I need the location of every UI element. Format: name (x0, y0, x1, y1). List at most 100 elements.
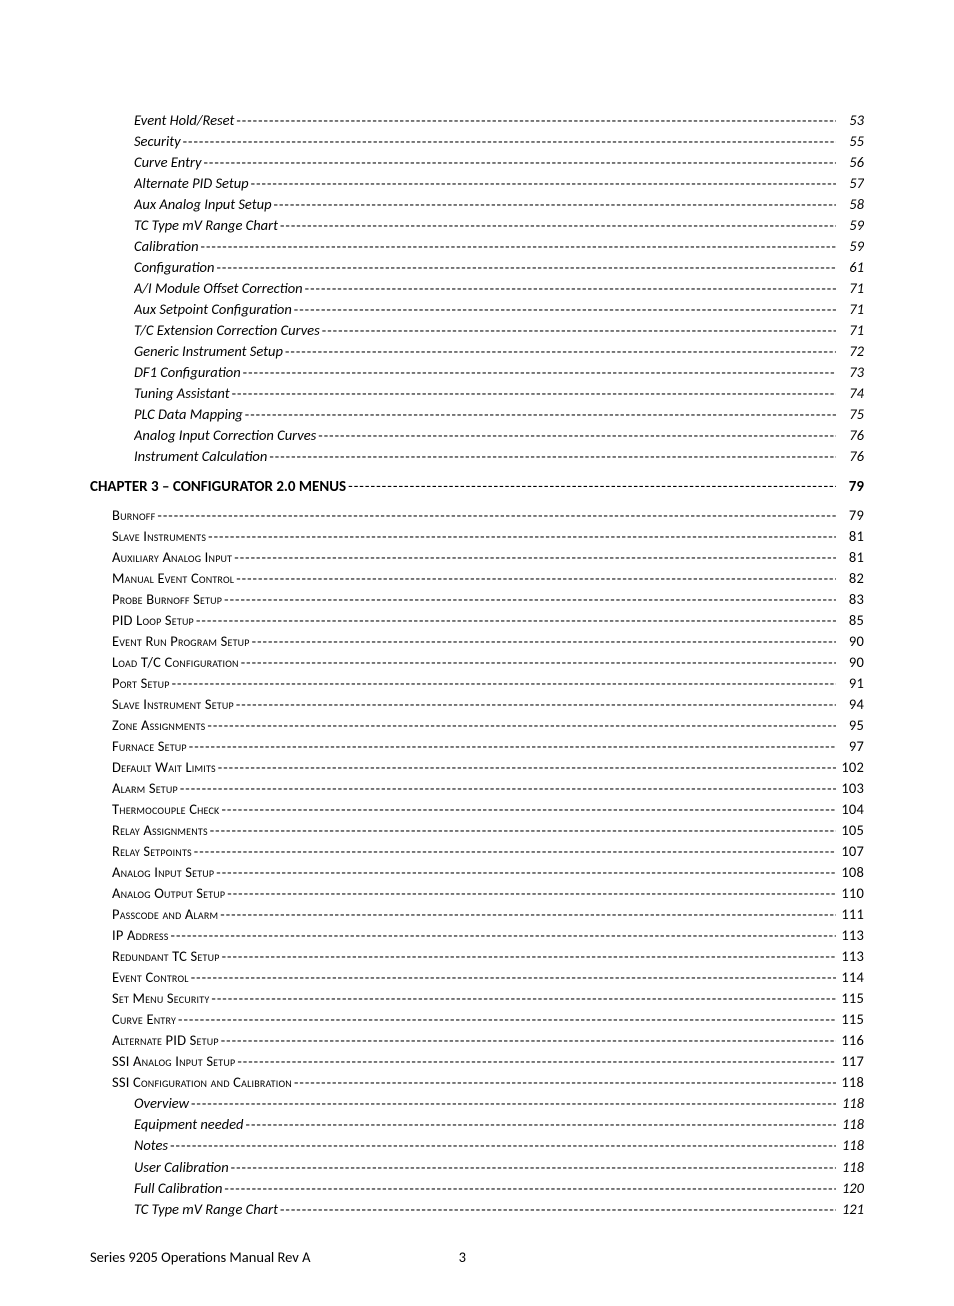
toc-entry[interactable]: IP Address 113 (112, 925, 864, 946)
toc-leader-dashes (244, 1114, 837, 1135)
toc-entry[interactable]: Redundant TC Setup 113 (112, 946, 864, 967)
toc-leader-dashes (170, 673, 836, 694)
toc-leader-dashes (155, 505, 836, 526)
toc-leader-dashes (216, 757, 836, 778)
toc-entry[interactable]: Default Wait Limits 102 (112, 757, 864, 778)
toc-entry-page: 55 (836, 131, 864, 152)
toc-entry[interactable]: Relay Assignments 105 (112, 820, 864, 841)
toc-entry[interactable]: User Calibration 118 (134, 1157, 864, 1178)
toc-entry[interactable]: Zone Assignments 95 (112, 715, 864, 736)
toc-entry[interactable]: Thermocouple Check 104 (112, 799, 864, 820)
toc-leader-dashes (229, 1157, 836, 1178)
toc-entry[interactable]: Alternate PID Setup 116 (112, 1030, 864, 1051)
toc-entry[interactable]: Alternate PID Setup 57 (134, 173, 864, 194)
toc-entry-page: 72 (836, 341, 864, 362)
toc-entry[interactable]: Auxiliary Analog Input 81 (112, 547, 864, 568)
toc-entry-title: Slave Instruments (112, 526, 206, 547)
toc-leader-dashes (189, 967, 836, 988)
toc-entry-page: 90 (836, 652, 864, 673)
toc-leader-dashes (218, 904, 836, 925)
toc-entry[interactable]: Port Setup 91 (112, 673, 864, 694)
toc-entry[interactable]: Burnoff 79 (112, 505, 864, 526)
toc-leader-dashes (241, 362, 836, 383)
toc-leader-dashes (232, 547, 836, 568)
toc-leader-dashes (316, 425, 836, 446)
toc-entry-title: Instrument Calculation (134, 446, 267, 467)
toc-entry-title: T/C Extension Correction Curves (134, 320, 320, 341)
toc-entry[interactable]: Slave Instrument Setup 94 (112, 694, 864, 715)
toc-entry[interactable]: Generic Instrument Setup 72 (134, 341, 864, 362)
toc-entry-page: 114 (836, 967, 864, 988)
toc-entry-page: 118 (836, 1072, 864, 1093)
toc-entry-page: 73 (836, 362, 864, 383)
toc-entry[interactable]: SSI Analog Input Setup 117 (112, 1051, 864, 1072)
toc-entry[interactable]: Full Calibration 120 (134, 1178, 864, 1199)
toc-entry[interactable]: Relay Setpoints 107 (112, 841, 864, 862)
toc-entry[interactable]: Passcode and Alarm 111 (112, 904, 864, 925)
toc-entry-page: 79 (836, 505, 864, 526)
toc-leader-dashes (249, 173, 836, 194)
toc-entry-page: 118 (836, 1093, 864, 1114)
toc-entry[interactable]: TC Type mV Range Chart 121 (134, 1199, 864, 1220)
toc-leader-dashes (225, 883, 836, 904)
toc-entry-title: Default Wait Limits (112, 757, 216, 778)
toc-leader-dashes (214, 862, 836, 883)
toc-entry-title: Alarm Setup (112, 778, 178, 799)
toc-entry[interactable]: Analog Input Setup 108 (112, 862, 864, 883)
toc-leader-dashes (168, 1135, 836, 1156)
toc-entry-title: Event Hold/Reset (134, 110, 234, 131)
toc-entry[interactable]: DF1 Configuration 73 (134, 362, 864, 383)
toc-entry[interactable]: Equipment needed 118 (134, 1114, 864, 1135)
toc-entry[interactable]: Notes 118 (134, 1135, 864, 1156)
toc-entry-page: 117 (836, 1051, 864, 1072)
toc-leader-dashes (209, 988, 836, 1009)
toc-entry[interactable]: Furnace Setup 97 (112, 736, 864, 757)
toc-entry-title: User Calibration (134, 1157, 229, 1178)
toc-entry[interactable]: Set Menu Security 115 (112, 988, 864, 1009)
toc-entry[interactable]: A/I Module Offset Correction 71 (134, 278, 864, 299)
toc-entry[interactable]: Curve Entry 56 (134, 152, 864, 173)
toc-entry-title: IP Address (112, 925, 169, 946)
toc-entry[interactable]: Alarm Setup 103 (112, 778, 864, 799)
toc-entry-page: 95 (836, 715, 864, 736)
toc-entry-page: 118 (836, 1157, 864, 1178)
toc-entry-title: Overview (134, 1093, 189, 1114)
toc-entry-title: Passcode and Alarm (112, 904, 218, 925)
toc-entry[interactable]: Curve Entry 115 (112, 1009, 864, 1030)
toc-entry[interactable]: Load T/C Configuration 90 (112, 652, 864, 673)
toc-entry[interactable]: Event Hold/Reset 53 (134, 110, 864, 131)
toc-entry[interactable]: Aux Analog Input Setup 58 (134, 194, 864, 215)
toc-entry[interactable]: Instrument Calculation 76 (134, 446, 864, 467)
toc-entry-page: 110 (836, 883, 864, 904)
toc-entry-page: 53 (836, 110, 864, 131)
toc-entry[interactable]: PID Loop Setup 85 (112, 610, 864, 631)
toc-entry[interactable]: Configuration 61 (134, 257, 864, 278)
toc-entry[interactable]: Slave Instruments 81 (112, 526, 864, 547)
toc-entry-title: DF1 Configuration (134, 362, 241, 383)
toc-entry[interactable]: Event Control 114 (112, 967, 864, 988)
toc-entry[interactable]: Aux Setpoint Configuration 71 (134, 299, 864, 320)
toc-entry-title: Curve Entry (134, 152, 201, 173)
toc-entry[interactable]: Overview 118 (134, 1093, 864, 1114)
toc-entry[interactable]: Calibration 59 (134, 236, 864, 257)
toc-entry[interactable]: Analog Output Setup 110 (112, 883, 864, 904)
toc-entry-page: 71 (836, 299, 864, 320)
toc-entry[interactable]: T/C Extension Correction Curves 71 (134, 320, 864, 341)
toc-entry[interactable]: Event Run Program Setup 90 (112, 631, 864, 652)
toc-entry[interactable]: Tuning Assistant 74 (134, 383, 864, 404)
toc-entry[interactable]: Manual Event Control 82 (112, 568, 864, 589)
toc-entry[interactable]: SSI Configuration and Calibration 118 (112, 1072, 864, 1093)
toc-entry[interactable]: CHAPTER 3 – CONFIGURATOR 2.0 MENUS 79 (90, 477, 864, 499)
toc-entry-page: 118 (836, 1135, 864, 1156)
toc-entry[interactable]: Security 55 (134, 131, 864, 152)
toc-entry[interactable]: Analog Input Correction Curves 76 (134, 425, 864, 446)
toc-entry[interactable]: TC Type mV Range Chart 59 (134, 215, 864, 236)
toc-leader-dashes (267, 446, 836, 467)
toc-entry[interactable]: PLC Data Mapping 75 (134, 404, 864, 425)
toc-leader-dashes (278, 1199, 836, 1220)
toc-entry[interactable]: Probe Burnoff Setup 83 (112, 589, 864, 610)
toc-entry-page: 113 (836, 946, 864, 967)
toc-entry-page: 81 (836, 547, 864, 568)
toc-entry-page: 85 (836, 610, 864, 631)
toc-entry-title: Set Menu Security (112, 988, 209, 1009)
